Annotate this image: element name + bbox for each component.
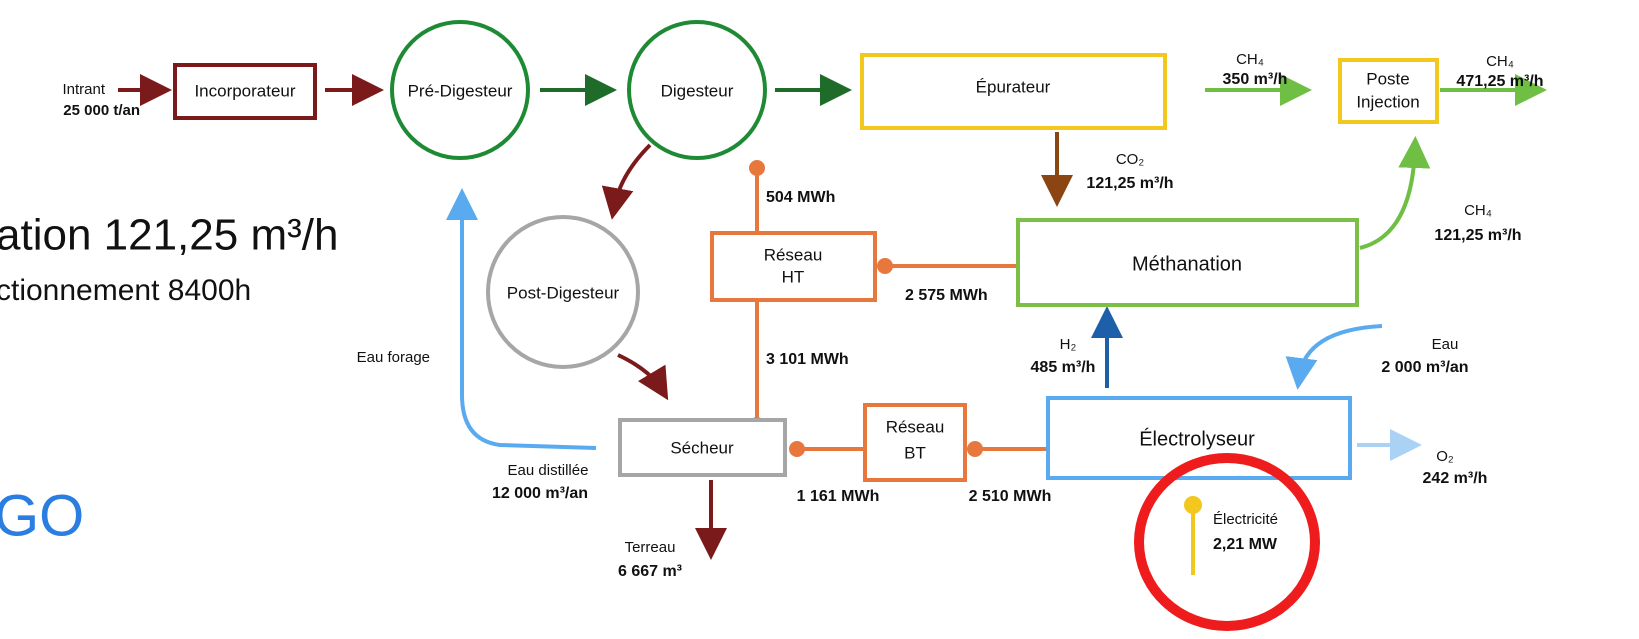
circle (390, 20, 530, 160)
node-label: Incorporateur (194, 81, 295, 100)
circle (627, 20, 767, 160)
flow-amount: 1 161 MWh (797, 488, 880, 505)
flow-label: H₂ (1060, 336, 1077, 353)
box (863, 403, 967, 482)
flow-label: CH₄ (1464, 202, 1492, 219)
arrow (1359, 136, 1431, 250)
arrow (601, 143, 652, 220)
background-text: ation 121,25 m³/h (0, 211, 338, 260)
flow-amount: 2 575 MWh (905, 287, 988, 304)
dot (877, 258, 893, 274)
flow-amount: 350 m³/h (1223, 71, 1288, 88)
flow-labels: Intrant 25 000 t/an CH₄ 350 m³/h CH₄ 471… (62, 51, 1543, 580)
arrows (118, 74, 1547, 575)
box (860, 53, 1167, 130)
flow-label: Terreau (625, 539, 676, 556)
highlight-circle (1134, 453, 1320, 631)
arrow (1285, 324, 1383, 390)
node-label: Électrolyseur (1139, 427, 1255, 450)
flow-amount: 242 m³/h (1423, 470, 1488, 487)
node-label: Réseau (886, 417, 945, 436)
dot (1184, 496, 1202, 514)
flow-label: Eau distillée (508, 462, 589, 479)
flow-amount: 2 000 m³/an (1381, 359, 1468, 376)
background: ation 121,25 m³/h ctionnement 8400h GO (0, 211, 338, 549)
flow-amount: 504 MWh (766, 189, 835, 206)
box (618, 418, 787, 477)
dot (789, 441, 805, 457)
nodes (173, 20, 1439, 482)
arrow (446, 188, 597, 450)
flow-label: CH₄ (1486, 53, 1514, 70)
flow-label: Eau (1432, 336, 1459, 353)
node-label: Méthanation (1132, 253, 1242, 275)
flow-label: Eau forage (357, 349, 430, 366)
box (1338, 58, 1439, 124)
node-label: Réseau (764, 245, 823, 264)
logo: GO (0, 483, 84, 548)
flow-amount: 6 667 m³ (618, 563, 682, 580)
node-label: Digesteur (661, 81, 734, 100)
flow-label: CO₂ (1116, 151, 1145, 168)
flow-label: CH₄ (1236, 51, 1264, 68)
flow-amount: 12 000 m³/an (492, 485, 588, 502)
node-label: Sécheur (670, 438, 734, 457)
flow-amount: 3 101 MWh (766, 351, 849, 368)
node-label: Pré-Digesteur (408, 81, 513, 100)
circle (486, 215, 640, 369)
node-label: BT (904, 443, 926, 462)
flow-amount: 471,25 m³/h (1456, 73, 1543, 90)
flow-amount: 485 m³/h (1031, 359, 1096, 376)
arrow (617, 353, 669, 401)
node-label: HT (782, 267, 805, 286)
node-label: Poste (1366, 69, 1409, 88)
flow-amount: 25 000 t/an (63, 102, 140, 119)
background-text: ctionnement 8400h (0, 274, 251, 307)
box (1016, 218, 1359, 307)
dot (749, 160, 765, 176)
flow-amount: 121,25 m³/h (1434, 227, 1521, 244)
node-label: Épurateur (976, 77, 1051, 96)
flow-label: O₂ (1436, 448, 1454, 465)
node-label: Post-Digesteur (507, 283, 620, 302)
flow-amount: 121,25 m³/h (1086, 175, 1173, 192)
flow-label: Électricité (1213, 511, 1278, 528)
box (173, 63, 317, 120)
flow-amount: 2,21 MW (1213, 536, 1278, 553)
flow-amount: 2 510 MWh (969, 488, 1052, 505)
box (710, 231, 877, 302)
node-label: Injection (1356, 92, 1419, 111)
dot (967, 441, 983, 457)
flow-label: Intrant (62, 81, 105, 98)
node-labels: Incorporateur Pré-Digesteur Digesteur Ép… (194, 69, 1419, 462)
